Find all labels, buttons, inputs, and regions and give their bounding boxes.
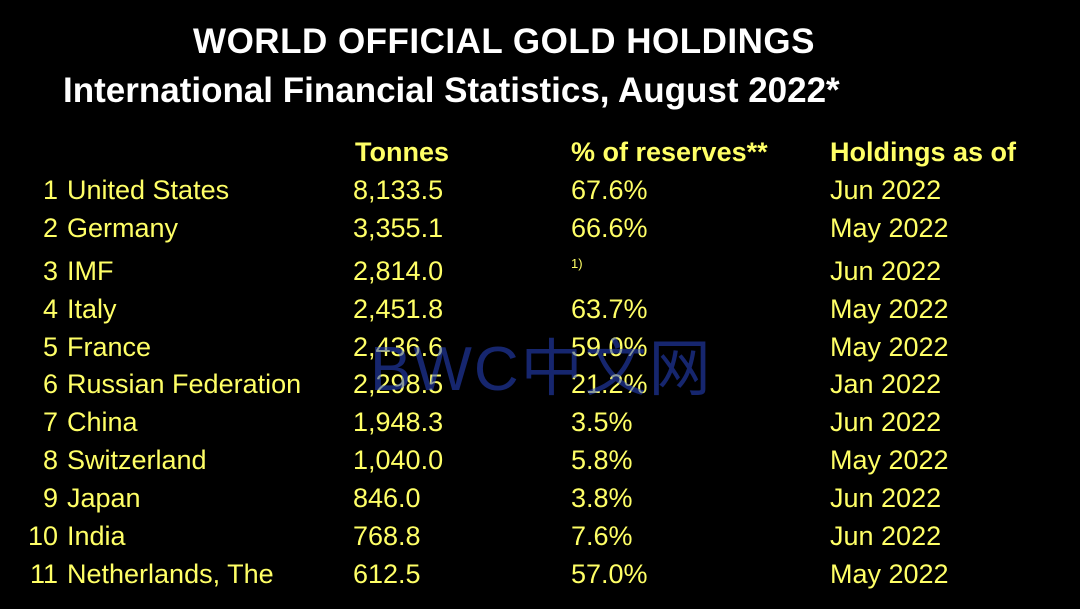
rank-cell: 3 (42, 256, 58, 286)
tonnes-cell: 768.8 (353, 521, 421, 551)
tonnes-cell: 2,451.8 (353, 294, 444, 324)
column-header-reserves: % of reserves** (571, 137, 768, 167)
as-of-cell: May 2022 (830, 445, 949, 475)
rank-cell: 6 (42, 369, 58, 399)
country-cell: Italy (67, 294, 117, 324)
as-of-cell: May 2022 (830, 559, 949, 589)
table-row: 7 China 1,948.3 3.5% Jun 2022 (0, 407, 1080, 443)
table-row: 11 Netherlands, The 612.5 57.0% May 2022 (0, 559, 1080, 595)
table-row: 3 IMF 2,814.0 1) Jun 2022 (0, 256, 1080, 292)
country-cell: China (67, 407, 138, 437)
tonnes-cell: 846.0 (353, 483, 421, 513)
as-of-cell: Jun 2022 (830, 175, 942, 205)
country-cell: Germany (67, 213, 179, 243)
table-row: 9 Japan 846.0 3.8% Jun 2022 (0, 483, 1080, 519)
tonnes-cell: 2,298.5 (353, 369, 444, 399)
as-of-cell: Jun 2022 (830, 483, 942, 513)
reserves-cell: 3.5% (571, 407, 633, 437)
slide-subtitle: International Financial Statistics, Augu… (63, 71, 840, 110)
country-cell: Switzerland (67, 445, 207, 475)
country-cell: Japan (67, 483, 141, 513)
country-cell: IMF (67, 256, 114, 286)
rank-cell: 7 (42, 407, 58, 437)
rank-cell: 2 (42, 213, 58, 243)
as-of-cell: May 2022 (830, 294, 949, 324)
reserves-cell: 3.8% (571, 483, 633, 513)
country-cell: United States (67, 175, 230, 205)
as-of-cell: Jan 2022 (830, 369, 942, 399)
column-header-as-of: Holdings as of (830, 137, 1017, 167)
as-of-cell: Jun 2022 (830, 256, 942, 286)
table-row: 2 Germany 3,355.1 66.6% May 2022 (0, 213, 1080, 249)
as-of-cell: May 2022 (830, 332, 949, 362)
as-of-cell: Jun 2022 (830, 407, 942, 437)
reserves-footnote: 1) (571, 256, 583, 271)
as-of-cell: Jun 2022 (830, 521, 942, 551)
table-row: 1 United States 8,133.5 67.6% Jun 2022 (0, 175, 1080, 211)
country-cell: Russian Federation (67, 369, 302, 399)
rank-cell: 9 (42, 483, 58, 513)
table-row: 5 France 2,436.6 59.0% May 2022 (0, 332, 1080, 368)
slide-title: WORLD OFFICIAL GOLD HOLDINGS (193, 22, 815, 61)
rank-cell: 11 (29, 559, 58, 589)
table-row: 10 India 768.8 7.6% Jun 2022 (0, 521, 1080, 557)
reserves-cell: 5.8% (571, 445, 633, 475)
reserves-cell: 59.0% (571, 332, 648, 362)
rank-cell: 8 (42, 445, 58, 475)
table-row: 8 Switzerland 1,040.0 5.8% May 2022 (0, 445, 1080, 481)
tonnes-cell: 1,948.3 (353, 407, 444, 437)
reserves-cell: 21.2% (571, 369, 648, 399)
tonnes-cell: 1,040.0 (353, 445, 444, 475)
rank-cell: 1 (42, 175, 58, 205)
tonnes-cell: 8,133.5 (353, 175, 444, 205)
country-cell: India (67, 521, 126, 551)
country-cell: Netherlands, The (67, 559, 274, 589)
tonnes-cell: 2,436.6 (353, 332, 444, 362)
rank-cell: 10 (27, 521, 58, 551)
table-row: 6 Russian Federation 2,298.5 21.2% Jan 2… (0, 369, 1080, 405)
table-row: 4 Italy 2,451.8 63.7% May 2022 (0, 294, 1080, 330)
country-cell: France (67, 332, 152, 362)
tonnes-cell: 2,814.0 (353, 256, 444, 286)
rank-cell: 5 (42, 332, 58, 362)
column-header-tonnes: Tonnes (355, 137, 449, 167)
tonnes-cell: 3,355.1 (353, 213, 444, 243)
reserves-cell: 57.0% (571, 559, 648, 589)
as-of-cell: May 2022 (830, 213, 949, 243)
rank-cell: 4 (42, 294, 58, 324)
reserves-cell: 7.6% (571, 521, 633, 551)
reserves-cell: 63.7% (571, 294, 648, 324)
reserves-cell: 67.6% (571, 175, 648, 205)
reserves-cell: 66.6% (571, 213, 648, 243)
tonnes-cell: 612.5 (353, 559, 421, 589)
